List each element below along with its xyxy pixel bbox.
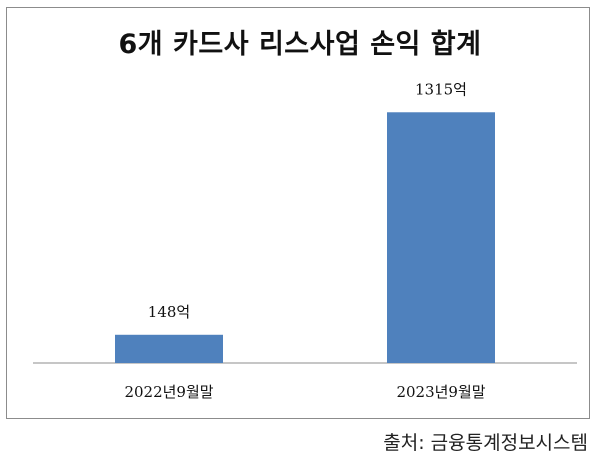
bar-1 <box>115 334 223 363</box>
source-note: 출처: 금융통계정보시스템 <box>383 432 588 454</box>
x-tick-label-2: 2023년9월말 <box>396 383 485 401</box>
bar-2 <box>387 112 495 363</box>
data-label-1: 148억 <box>148 303 190 321</box>
chart-title: 6개 카드사 리스사업 손익 합계 <box>118 29 482 60</box>
x-tick-label-1: 2022년9월말 <box>124 383 213 401</box>
data-label-2: 1315억 <box>415 80 467 98</box>
